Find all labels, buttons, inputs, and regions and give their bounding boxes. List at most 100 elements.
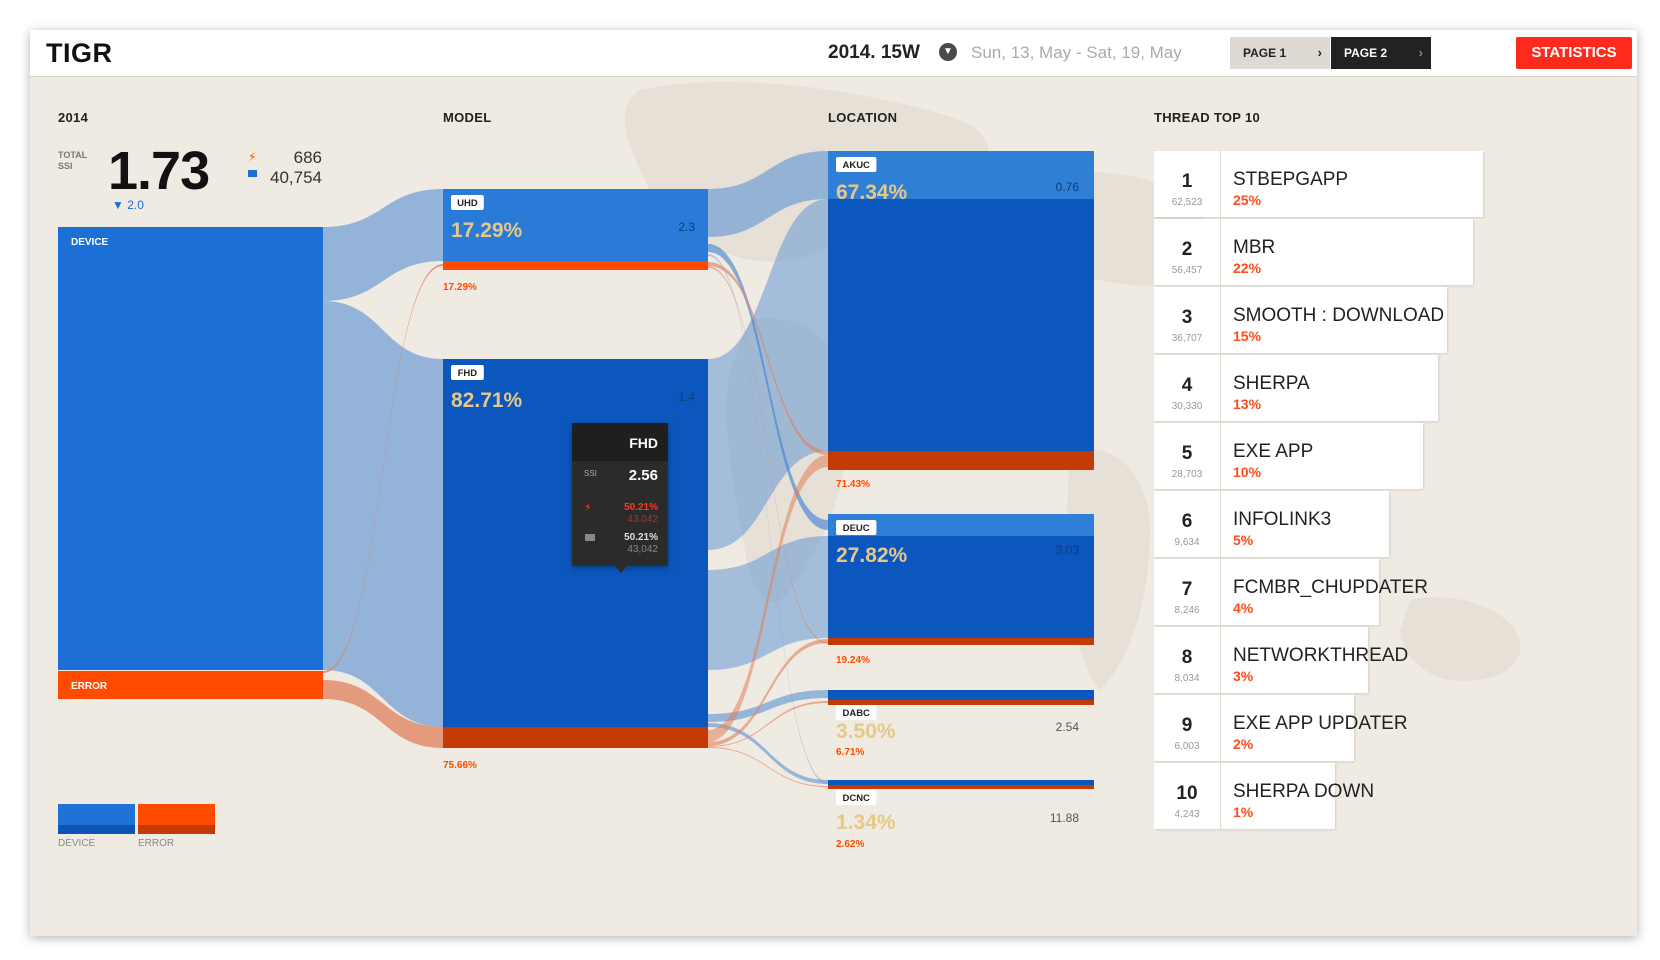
thread-name: NETWORKTHREAD: [1233, 645, 1409, 666]
app-logo[interactable]: TIGR: [46, 38, 113, 68]
flow-fhd-dcnc: [708, 723, 828, 784]
date-range: Sun, 13, May - Sat, 19, May: [971, 43, 1182, 62]
thread-percent: 2%: [1233, 736, 1254, 752]
thread-count: 62,523: [1171, 197, 1203, 208]
chevron-down-icon[interactable]: ▼: [939, 43, 957, 61]
node-uhd-label: UHD: [457, 198, 478, 209]
thread-percent: 5%: [1233, 532, 1254, 548]
page-2-button[interactable]: PAGE 2 ›: [1331, 37, 1431, 69]
thread-row[interactable]: 8 8,034 NETWORKTHREAD 3%: [1154, 627, 1408, 693]
thread-row[interactable]: 10 4,243 SHERPA DOWN 1%: [1154, 763, 1374, 829]
thread-name: INFOLINK3: [1233, 509, 1332, 530]
tooltip-error-count: 43,042: [627, 514, 658, 525]
flow-uhd-deuc: [708, 244, 828, 530]
page-1-label: PAGE 1: [1243, 46, 1287, 60]
node-uhd[interactable]: [443, 189, 708, 261]
row-divider: [1220, 491, 1221, 557]
total-ssi-label: TOTAL SSI: [58, 150, 87, 172]
node-fhd-tag: [451, 365, 484, 380]
node-uhd-error-band: [443, 261, 708, 270]
thread-rank: 8: [1181, 647, 1193, 668]
node-fhd-error-share: 75.66%: [443, 760, 477, 771]
row-divider: [1220, 763, 1221, 829]
node-deuc-highlight: [828, 514, 1094, 536]
flow-error-uhd: [323, 264, 443, 673]
thread-name: EXE APP UPDATER: [1233, 713, 1408, 734]
node-dabc[interactable]: [828, 690, 1094, 700]
thread-percent: 25%: [1233, 192, 1262, 208]
thread-rank: 10: [1176, 783, 1198, 804]
node-dabc-tag: [836, 705, 877, 720]
error-count: 686: [293, 148, 322, 167]
flow-uhd-dcnc: [708, 254, 828, 784]
thread-row[interactable]: 9 6,003 EXE APP UPDATER 2%: [1154, 695, 1408, 761]
row-divider: [1220, 627, 1221, 693]
node-dabc-error[interactable]: [828, 700, 1094, 705]
thread-count: 28,703: [1171, 469, 1203, 480]
flow-error-fhd: [323, 680, 443, 748]
thread-name: EXE APP: [1233, 441, 1314, 462]
thread-name: SHERPA DOWN: [1233, 781, 1375, 802]
tooltip-device-pct: 50.21%: [624, 532, 658, 543]
node-fhd-ssi: 1.4: [678, 390, 695, 404]
page-1-button[interactable]: PAGE 1 ›: [1230, 37, 1330, 69]
sankey-nodes: DEVICE ERROR UHD 17.29% 2.3 17.29% FHD 82.71% 1.…: [58, 151, 1094, 850]
row-divider: [1220, 559, 1221, 625]
node-akuc-share: 67.34%: [836, 181, 908, 204]
node-akuc-error[interactable]: [828, 451, 1094, 470]
node-dcnc[interactable]: [828, 780, 1094, 785]
statistics-button[interactable]: STATISTICS: [1516, 37, 1632, 69]
ssi-label: SSI: [58, 161, 73, 171]
node-deuc-error[interactable]: [828, 638, 1094, 645]
tooltip-error-pct: 50.21%: [624, 502, 658, 513]
thread-rank: 7: [1181, 579, 1193, 600]
node-fhd-label: FHD: [458, 368, 478, 379]
thread-count: 6,003: [1174, 741, 1200, 752]
node-dabc-share: 3.50%: [836, 720, 896, 743]
week-label: 2014. 15W: [828, 42, 920, 63]
node-deuc-error-share: 19.24%: [836, 655, 870, 666]
tooltip-ssi-value: 2.56: [628, 467, 658, 484]
tooltip-ssi-label: SSI: [584, 469, 597, 478]
thread-name: MBR: [1233, 237, 1276, 258]
thread-percent: 10%: [1233, 464, 1262, 480]
node-fhd-share: 82.71%: [451, 389, 523, 412]
thread-row[interactable]: 6 9,634 INFOLINK3 5%: [1154, 491, 1389, 557]
node-deuc-share: 27.82%: [836, 544, 908, 567]
node-dabc-error-share: 6.71%: [836, 747, 864, 758]
thread-count: 36,707: [1171, 333, 1203, 344]
node-error[interactable]: [58, 671, 323, 699]
thread-row[interactable]: 5 28,703 EXE APP 10%: [1154, 423, 1423, 489]
thread-row[interactable]: 4 30,330 SHERPA 13%: [1154, 355, 1438, 421]
row-divider: [1220, 151, 1221, 217]
row-divider: [1220, 287, 1221, 353]
node-dcnc-error[interactable]: [828, 785, 1094, 789]
legend-device-label: DEVICE: [58, 838, 96, 849]
fhd-tooltip: FHD SSI 2.56 ⚡ 50.21% 43,042 50.21% 43,0…: [572, 423, 668, 573]
thread-row[interactable]: 2 56,457 MBR 22%: [1154, 219, 1473, 285]
thread-rank: 2: [1181, 239, 1193, 260]
flow-device-uhd: [323, 189, 443, 301]
legend-error-label: ERROR: [138, 838, 175, 849]
node-akuc-ssi: 0.76: [1056, 180, 1080, 194]
thread-row[interactable]: 7 8,246 FCMBR_CHUPDATER 4%: [1154, 559, 1428, 625]
flow-uhd-error-akuc: [708, 262, 828, 455]
node-akuc[interactable]: [828, 151, 1094, 451]
node-device[interactable]: [58, 227, 323, 670]
page-2-label: PAGE 2: [1344, 46, 1388, 60]
thread-rank: 4: [1181, 375, 1193, 396]
thread-rank: 9: [1181, 715, 1193, 736]
flow-device-fhd: [323, 301, 443, 727]
node-error-label: ERROR: [71, 681, 108, 692]
chevron-right-icon: ›: [1418, 45, 1423, 60]
thread-row[interactable]: 3 36,707 SMOOTH : DOWNLOAD 15%: [1154, 287, 1447, 353]
tooltip-error-icon: ⚡: [584, 502, 592, 514]
flow-fhd-error-dabc: [708, 701, 828, 747]
thread-count: 9,634: [1174, 537, 1200, 548]
node-fhd-error[interactable]: [443, 727, 708, 748]
thread-rank: 5: [1181, 443, 1193, 464]
node-akuc-label: AKUC: [842, 160, 870, 171]
thread-rank: 1: [1181, 171, 1193, 192]
thread-row[interactable]: 1 62,523 STBEPGAPP 25%: [1154, 151, 1483, 217]
thread-percent: 4%: [1233, 600, 1254, 616]
